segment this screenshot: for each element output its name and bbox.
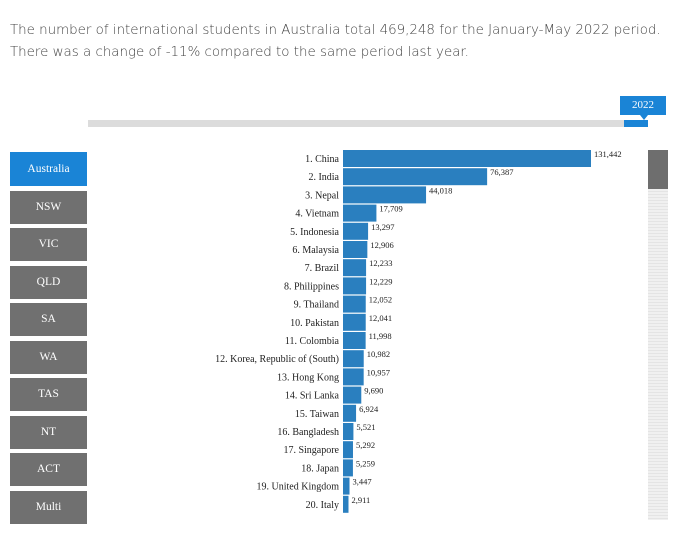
category-label-11: 11. Colombia xyxy=(285,336,340,347)
bar-8[interactable] xyxy=(343,277,367,295)
value-label-20: 2,911 xyxy=(351,495,370,505)
region-button-act[interactable]: ACT xyxy=(10,453,87,486)
value-label-18: 5,259 xyxy=(356,458,375,468)
category-label-18: 18. Japan xyxy=(301,463,339,474)
year-timeline-slider[interactable] xyxy=(88,120,648,127)
bar-4[interactable] xyxy=(343,204,377,222)
category-label-16: 16. Bangladesh xyxy=(277,427,339,438)
region-button-wa[interactable]: WA xyxy=(10,340,87,374)
bar-5[interactable] xyxy=(343,222,369,240)
bar-9[interactable] xyxy=(343,295,366,313)
value-label-3: 44,018 xyxy=(429,185,452,195)
region-button-sa[interactable]: SA xyxy=(10,303,87,336)
value-label-6: 12,906 xyxy=(370,240,393,250)
bar-11[interactable] xyxy=(343,332,366,349)
region-button-qld[interactable]: QLD xyxy=(10,265,87,299)
category-label-10: 10. Pakistan xyxy=(290,318,339,329)
value-label-12: 10,982 xyxy=(367,349,390,359)
value-label-9: 12,052 xyxy=(369,295,392,305)
value-label-5: 13,297 xyxy=(371,222,394,232)
category-label-14: 14. Sri Lanka xyxy=(285,391,340,402)
category-label-7: 7. Brazil xyxy=(305,263,340,274)
category-label-6: 6. Malaysia xyxy=(292,245,339,256)
value-label-1: 131,442 xyxy=(594,149,622,159)
value-label-19: 3,447 xyxy=(353,477,372,487)
region-button-australia[interactable]: Australia xyxy=(10,152,87,186)
bar-6[interactable] xyxy=(343,241,368,258)
value-label-17: 5,292 xyxy=(356,440,375,450)
region-button-tas[interactable]: TAS xyxy=(10,378,87,411)
bar-7[interactable] xyxy=(343,259,367,277)
category-label-9: 9. Thailand xyxy=(294,300,339,311)
summary-text: The number of international students in … xyxy=(10,20,675,64)
bar-15[interactable] xyxy=(343,404,357,422)
category-label-17: 17. Singapore xyxy=(283,445,339,456)
bar-1[interactable] xyxy=(343,150,591,167)
bar-14[interactable] xyxy=(343,386,362,404)
value-label-8: 12,229 xyxy=(369,276,392,286)
region-button-nt[interactable]: NT xyxy=(10,415,87,449)
bar-10[interactable] xyxy=(343,313,366,331)
category-label-19: 19. United Kingdom xyxy=(257,482,340,493)
category-label-4: 4. Vietnam xyxy=(295,209,339,220)
summary-line-1: The number of international students in … xyxy=(10,23,661,38)
bar-17[interactable] xyxy=(343,441,353,459)
region-sidebar: Australia NSW VIC QLD SA WA TAS NT ACT Multi xyxy=(10,152,87,528)
bar-3[interactable] xyxy=(343,186,427,204)
category-label-5: 5. Indonesia xyxy=(290,227,339,238)
category-label-1: 1. China xyxy=(305,154,339,165)
value-label-11: 11,998 xyxy=(369,331,392,341)
chart-scrollbar[interactable] xyxy=(648,150,668,520)
bar-2[interactable] xyxy=(343,168,488,186)
summary-line-2: There was a change of -11% compared to t… xyxy=(10,45,469,60)
region-button-vic[interactable]: VIC xyxy=(10,228,87,261)
category-label-2: 2. India xyxy=(308,172,339,183)
category-label-8: 8. Philippines xyxy=(284,281,339,292)
selected-year-badge[interactable]: 2022 xyxy=(620,96,666,120)
bar-18[interactable] xyxy=(343,459,353,477)
timeline-handle[interactable] xyxy=(624,120,648,127)
value-label-13: 10,957 xyxy=(367,367,390,377)
bar-16[interactable] xyxy=(343,423,354,440)
value-label-2: 76,387 xyxy=(490,167,513,177)
bar-19[interactable] xyxy=(343,477,350,495)
category-label-3: 3. Nepal xyxy=(305,190,339,201)
value-label-7: 12,233 xyxy=(369,258,392,268)
value-label-15: 6,924 xyxy=(359,404,379,414)
category-label-15: 15. Taiwan xyxy=(295,409,339,420)
value-label-14: 9,690 xyxy=(364,386,383,396)
value-label-4: 17,709 xyxy=(379,204,402,214)
bar-13[interactable] xyxy=(343,368,364,386)
value-label-10: 12,041 xyxy=(369,313,392,323)
category-label-20: 20. Italy xyxy=(306,500,339,511)
bar-20[interactable] xyxy=(343,495,349,513)
bar-12[interactable] xyxy=(343,350,364,368)
region-button-nsw[interactable]: NSW xyxy=(10,190,87,224)
region-button-multi[interactable]: Multi xyxy=(10,490,87,524)
scrollbar-thumb[interactable] xyxy=(648,150,668,189)
value-label-16: 5,521 xyxy=(356,422,375,432)
category-label-12: 12. Korea, Republic of (South) xyxy=(215,354,339,365)
category-label-13: 13. Hong Kong xyxy=(277,372,339,383)
